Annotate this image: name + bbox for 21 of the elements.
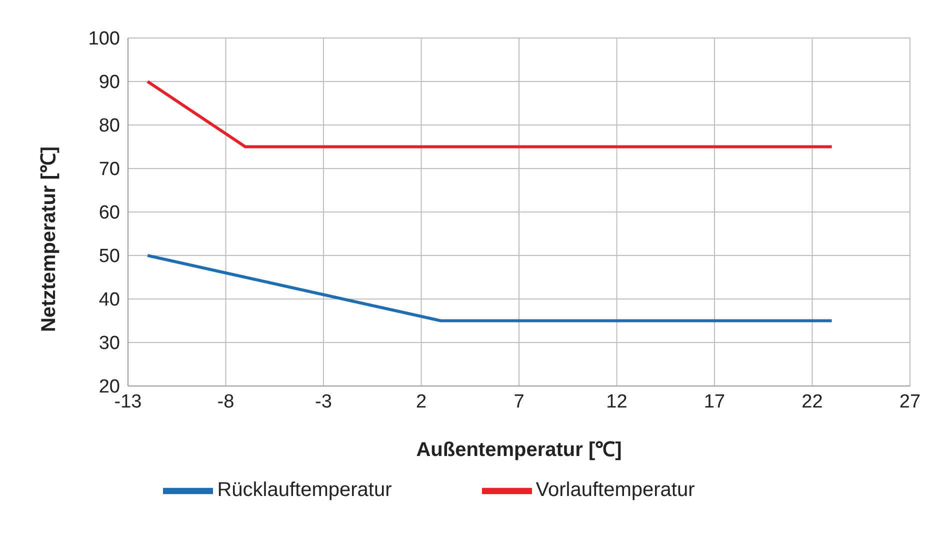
y-axis-title: Netztemperatur [℃]: [38, 146, 60, 332]
x-tick-label: -8: [217, 391, 234, 412]
x-tick-label: 12: [606, 391, 628, 412]
x-tick-label: -3: [315, 391, 332, 412]
y-tick-label: 50: [98, 246, 120, 268]
legend-label: Rücklauftemperatur: [217, 479, 392, 502]
x-tick-label: 17: [704, 391, 726, 412]
y-tick-label: 70: [98, 159, 120, 180]
y-tick-label: 40: [98, 290, 120, 311]
legend-label: Vorlauftemperatur: [536, 479, 695, 502]
y-tick-label: 80: [98, 116, 120, 137]
x-axis-title: Außentemperatur [℃]: [416, 439, 622, 461]
x-tick-label: 27: [899, 391, 921, 412]
x-tick-label: 22: [802, 391, 823, 412]
y-tick-label: 90: [98, 72, 120, 94]
x-tick-label: 2: [416, 391, 427, 412]
x-tick-label: 7: [514, 391, 524, 412]
y-tick-label: 30: [98, 333, 120, 354]
y-tick-label: 20: [98, 376, 120, 398]
y-tick-label: 60: [98, 202, 120, 224]
y-tick-label: 100: [88, 28, 120, 50]
